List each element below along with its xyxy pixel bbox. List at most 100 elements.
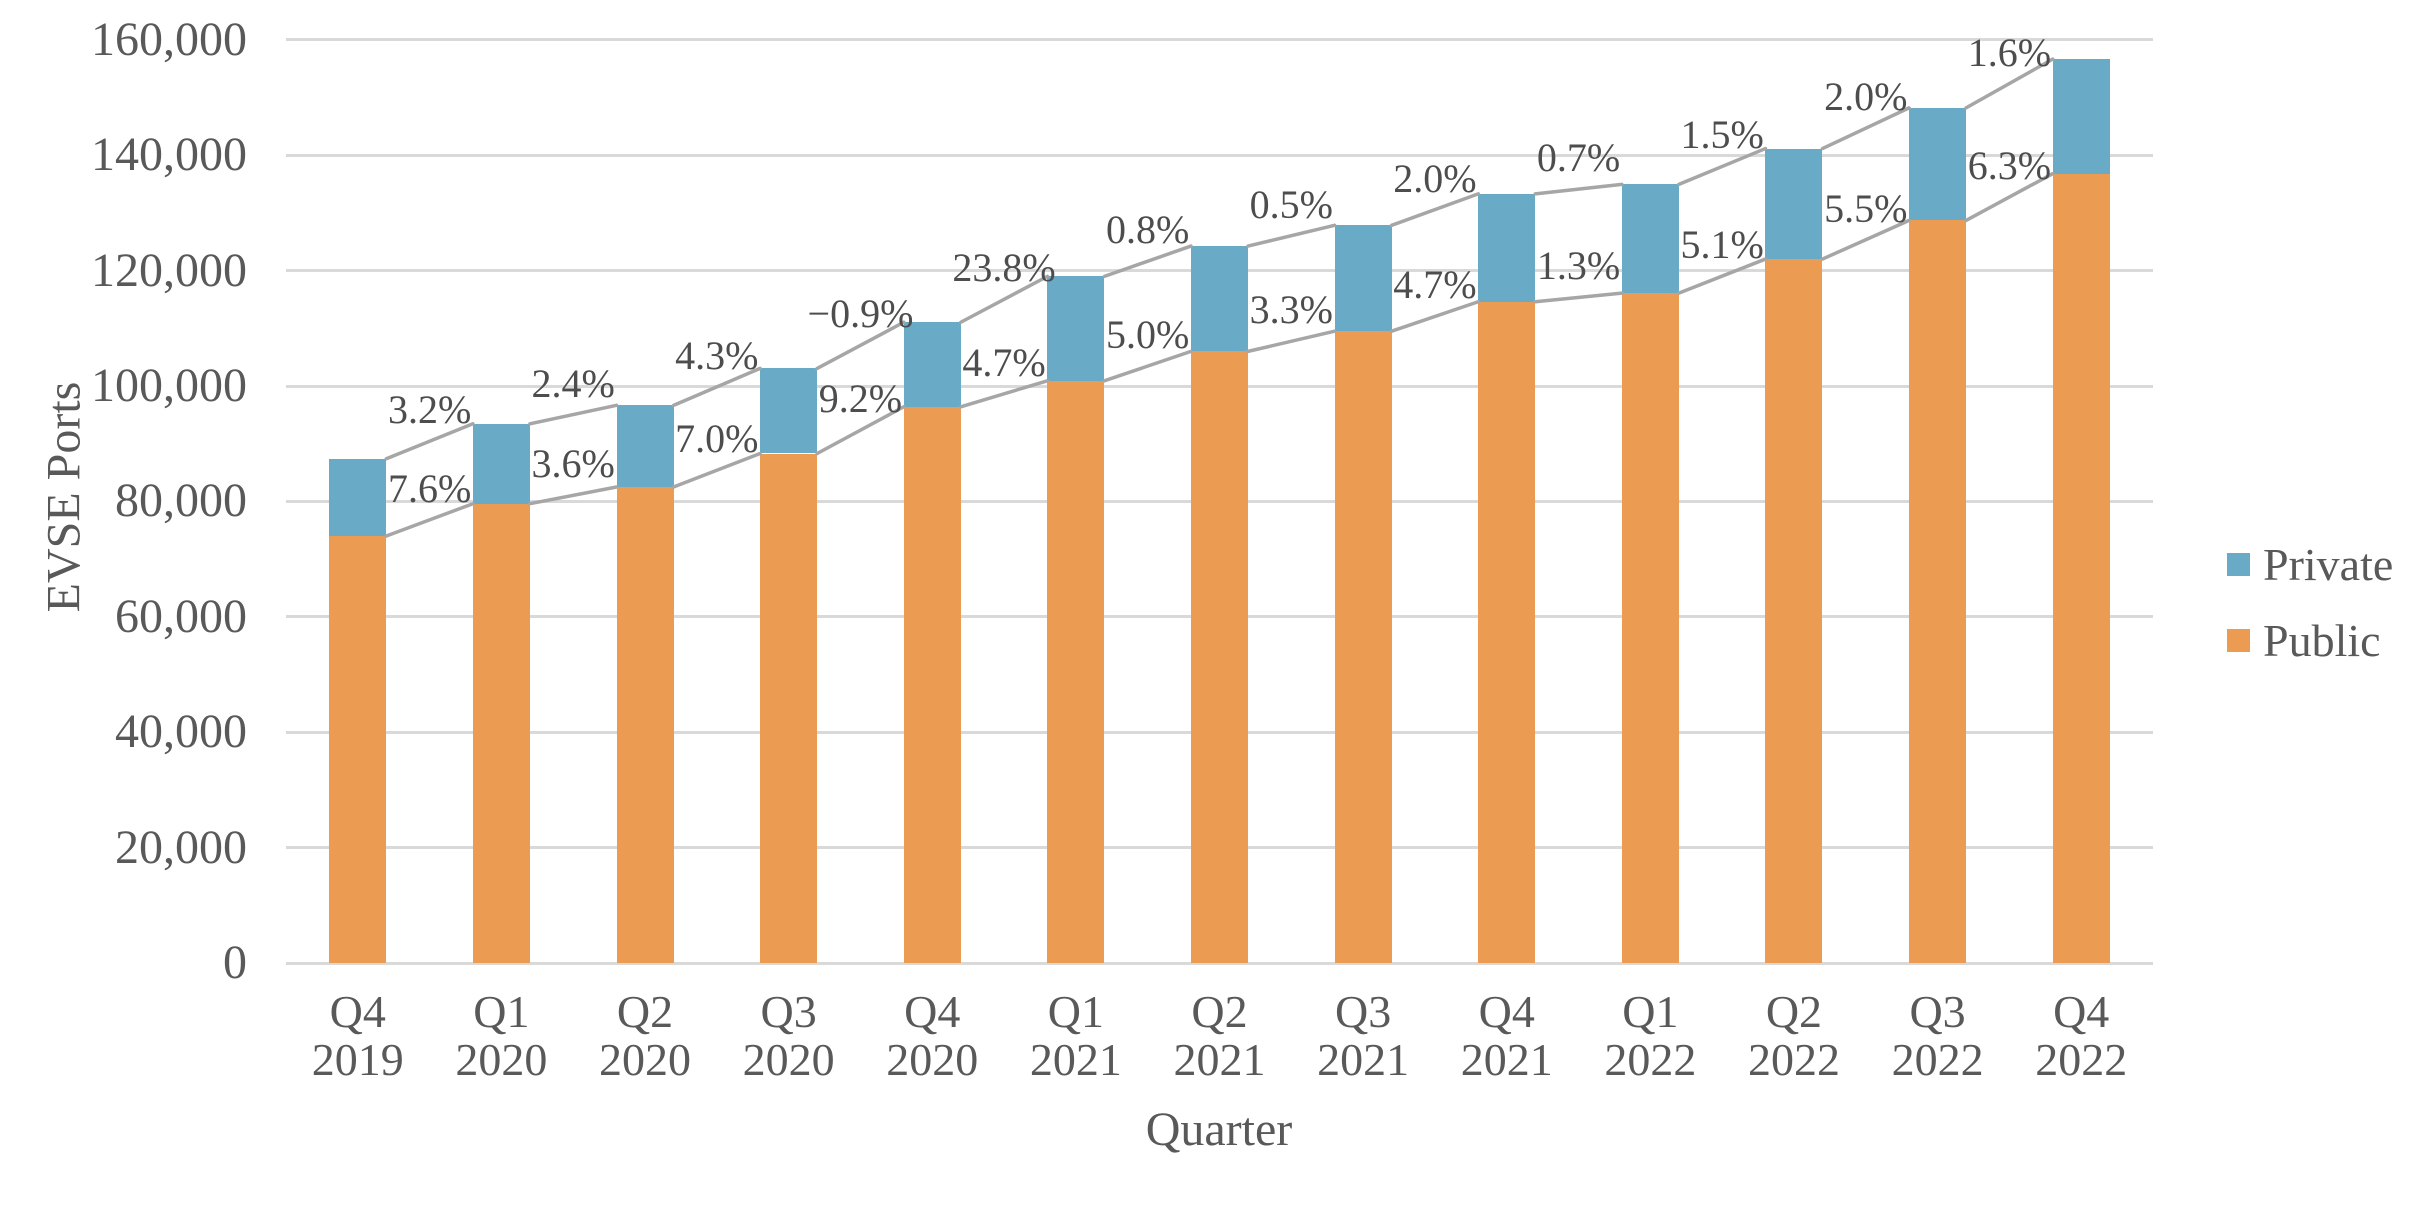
growth-label-private: 1.6% [1967,29,2052,75]
bar-private-Q2-2022 [1765,148,1823,260]
legend-label-private: Private [2263,539,2394,590]
growth-label-public: 4.7% [1393,262,1477,308]
growth-label-public: 3.3% [1249,287,1333,333]
bar-private-Q3-2021 [1334,225,1392,332]
public-connector-line [1964,171,2055,223]
growth-label-private: 0.5% [1249,181,1333,227]
x-tick-label-Q4-2021: Q4 2021 [1461,988,1553,1084]
gridline-160000 [286,38,2153,42]
bar-public-Q1-2022 [1621,293,1679,963]
bar-private-Q4-2021 [1478,193,1536,302]
bar-public-Q4-2021 [1478,301,1536,963]
total-connector-line [1820,106,1911,151]
growth-label-public: 9.2% [818,376,903,422]
bar-public-Q3-2022 [1909,220,1967,963]
y-axis-title: EVSE Ports [37,381,91,613]
growth-label-public: 5.0% [1106,312,1190,358]
public-connector-line [1677,257,1768,295]
x-tick-label-Q2-2020: Q2 2020 [599,988,691,1084]
y-tick-label: 0 [223,936,247,989]
growth-label-private: 4.3% [675,332,759,378]
bar-private-Q2-2020 [616,405,674,487]
x-tick-line: Q2 [1765,986,1823,1037]
x-tick-label-Q3-2020: Q3 2020 [743,988,835,1084]
bar-private-Q4-2019 [329,458,387,536]
x-tick-line: Q2 [616,986,674,1037]
x-tick-label-Q4-2019: Q4 2019 [312,988,404,1084]
y-tick-label: 60,000 [115,589,247,643]
y-tick-label: 120,000 [91,243,247,297]
public-connector-line [528,485,619,506]
growth-label-public: 5.5% [1824,185,1908,231]
bar-public-Q4-2022 [2052,173,2110,963]
growth-label-private: 2.4% [531,360,615,406]
bar-private-Q1-2022 [1621,184,1679,294]
x-tick-line: Q1 [1047,986,1104,1037]
x-tick-line: 2022 [1604,1034,1697,1085]
bar-public-Q2-2022 [1765,259,1823,963]
x-tick-line: 2020 [886,1034,979,1085]
gridline-140000 [286,153,2153,157]
bar-public-Q2-2021 [1191,351,1248,963]
bar-private-Q1-2021 [1047,276,1105,381]
total-connector-line [1533,182,1624,196]
x-axis-title: Quarter [1145,1103,1293,1156]
y-tick-label: 20,000 [115,820,247,874]
x-tick-line: 2022 [1747,1034,1840,1085]
x-tick-label-Q1-2021: Q1 2021 [1030,988,1122,1084]
growth-label-private: 1.5% [1680,112,1764,158]
x-tick-label-Q2-2022: Q2 2022 [1748,988,1840,1084]
total-connector-line [1246,223,1337,248]
growth-label-private: 2.0% [1824,74,1908,120]
growth-label-private: 23.8% [952,245,1056,291]
x-tick-line: Q2 [1191,986,1248,1037]
legend: Private Public [2227,541,2393,693]
total-connector-line [1964,57,2055,110]
x-tick-label-Q4-2022: Q4 2022 [2035,988,2127,1084]
gridline-0 [286,961,2153,965]
bar-public-Q3-2020 [760,453,818,963]
total-connector-line [1677,146,1768,187]
bar-private-Q3-2020 [760,368,818,454]
x-tick-label-Q3-2022: Q3 2022 [1892,988,1984,1084]
public-connector-line [959,379,1050,409]
legend-item-private: Private [2227,541,2393,588]
y-tick-label: 140,000 [91,128,247,182]
bar-public-Q4-2020 [903,406,961,963]
total-connector-line [1102,244,1193,279]
public-connector-line [671,451,762,489]
x-tick-label-Q3-2021: Q3 2021 [1317,988,1409,1084]
public-connector-line [1820,218,1911,261]
legend-label-public: Public [2263,615,2381,666]
x-tick-line: 2022 [2035,1034,2128,1085]
x-tick-line: 2020 [742,1034,835,1085]
bar-public-Q4-2019 [329,536,387,963]
public-connector-line [1533,291,1624,304]
public-connector-line [1102,349,1193,383]
bar-public-Q1-2021 [1047,380,1105,963]
growth-label-private: 0.7% [1536,135,1621,181]
bar-private-Q3-2022 [1909,107,1967,221]
bar-private-Q4-2022 [2052,59,2110,174]
growth-label-public: 1.3% [1536,243,1621,289]
total-connector-line [815,320,906,371]
growth-label-private: 3.2% [387,387,472,433]
x-tick-line: Q4 [1478,986,1535,1037]
bar-private-Q2-2021 [1191,246,1248,352]
public-connector-line [1389,300,1480,333]
bar-public-Q1-2020 [472,503,530,963]
x-tick-label-Q1-2022: Q1 2022 [1604,988,1696,1084]
x-tick-line: 2020 [599,1034,692,1085]
x-tick-line: Q4 [904,986,961,1037]
x-tick-line: 2020 [455,1034,548,1085]
x-tick-line: Q4 [329,986,386,1037]
private-series-swatch-icon [2227,553,2250,576]
total-connector-line [1389,192,1480,228]
bar-private-Q1-2020 [472,423,530,504]
x-tick-line: Q3 [1909,986,1966,1037]
x-tick-line: 2021 [1460,1034,1553,1085]
public-connector-line [815,405,906,456]
growth-label-public: 4.7% [962,339,1046,385]
total-connector-line [959,274,1050,324]
